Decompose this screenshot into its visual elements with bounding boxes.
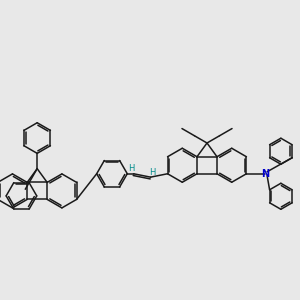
Text: H: H bbox=[128, 164, 135, 173]
Text: N: N bbox=[261, 169, 269, 179]
Text: H: H bbox=[149, 168, 156, 177]
